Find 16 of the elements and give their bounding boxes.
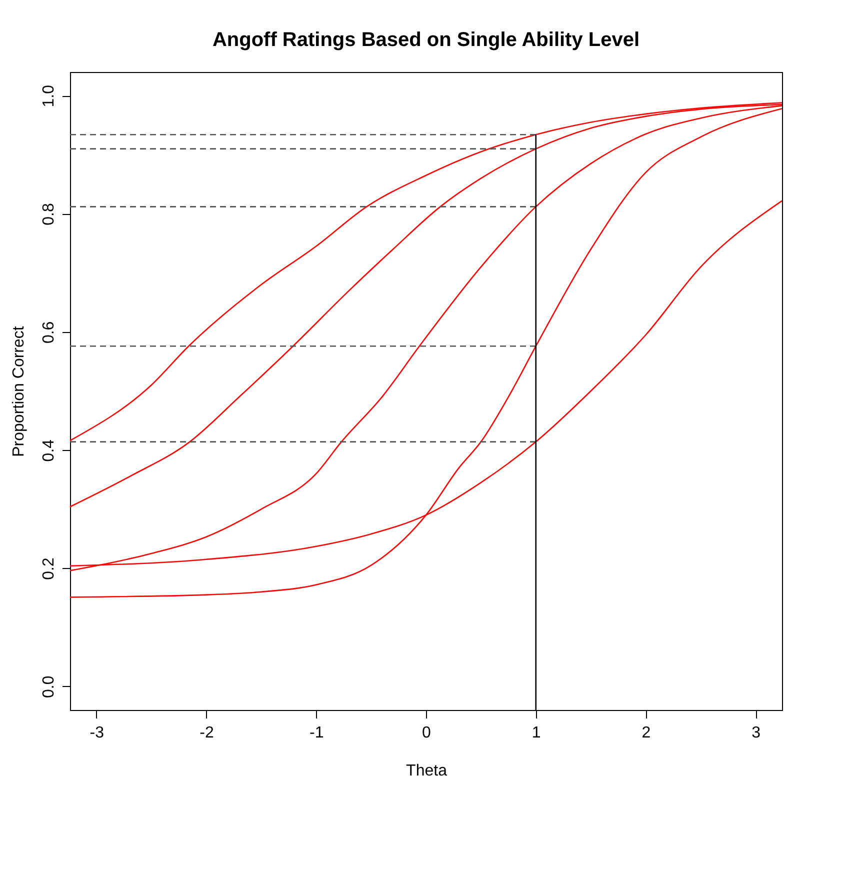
y-tick-label: 0.8 (40, 203, 58, 226)
y-tick-label: 0.2 (40, 558, 58, 580)
y-tick-label: 0.4 (40, 439, 58, 462)
y-tick-label: 0.0 (40, 676, 58, 698)
x-tick-label: 2 (642, 724, 651, 742)
x-tick-label: 1 (532, 724, 541, 742)
x-tick-label: 0 (422, 724, 432, 742)
x-tick-label: 3 (752, 724, 761, 742)
x-tick-label: -2 (200, 724, 214, 742)
x-axis-title: Theta (406, 762, 448, 780)
y-axis-title: Proportion Correct (10, 326, 28, 457)
x-tick-label: -1 (310, 724, 324, 742)
chart-title: Angoff Ratings Based on Single Ability Level (212, 29, 640, 51)
y-tick-label: 1.0 (40, 84, 58, 108)
y-tick-label: 0.6 (40, 321, 58, 344)
x-tick-label: -3 (90, 724, 104, 742)
